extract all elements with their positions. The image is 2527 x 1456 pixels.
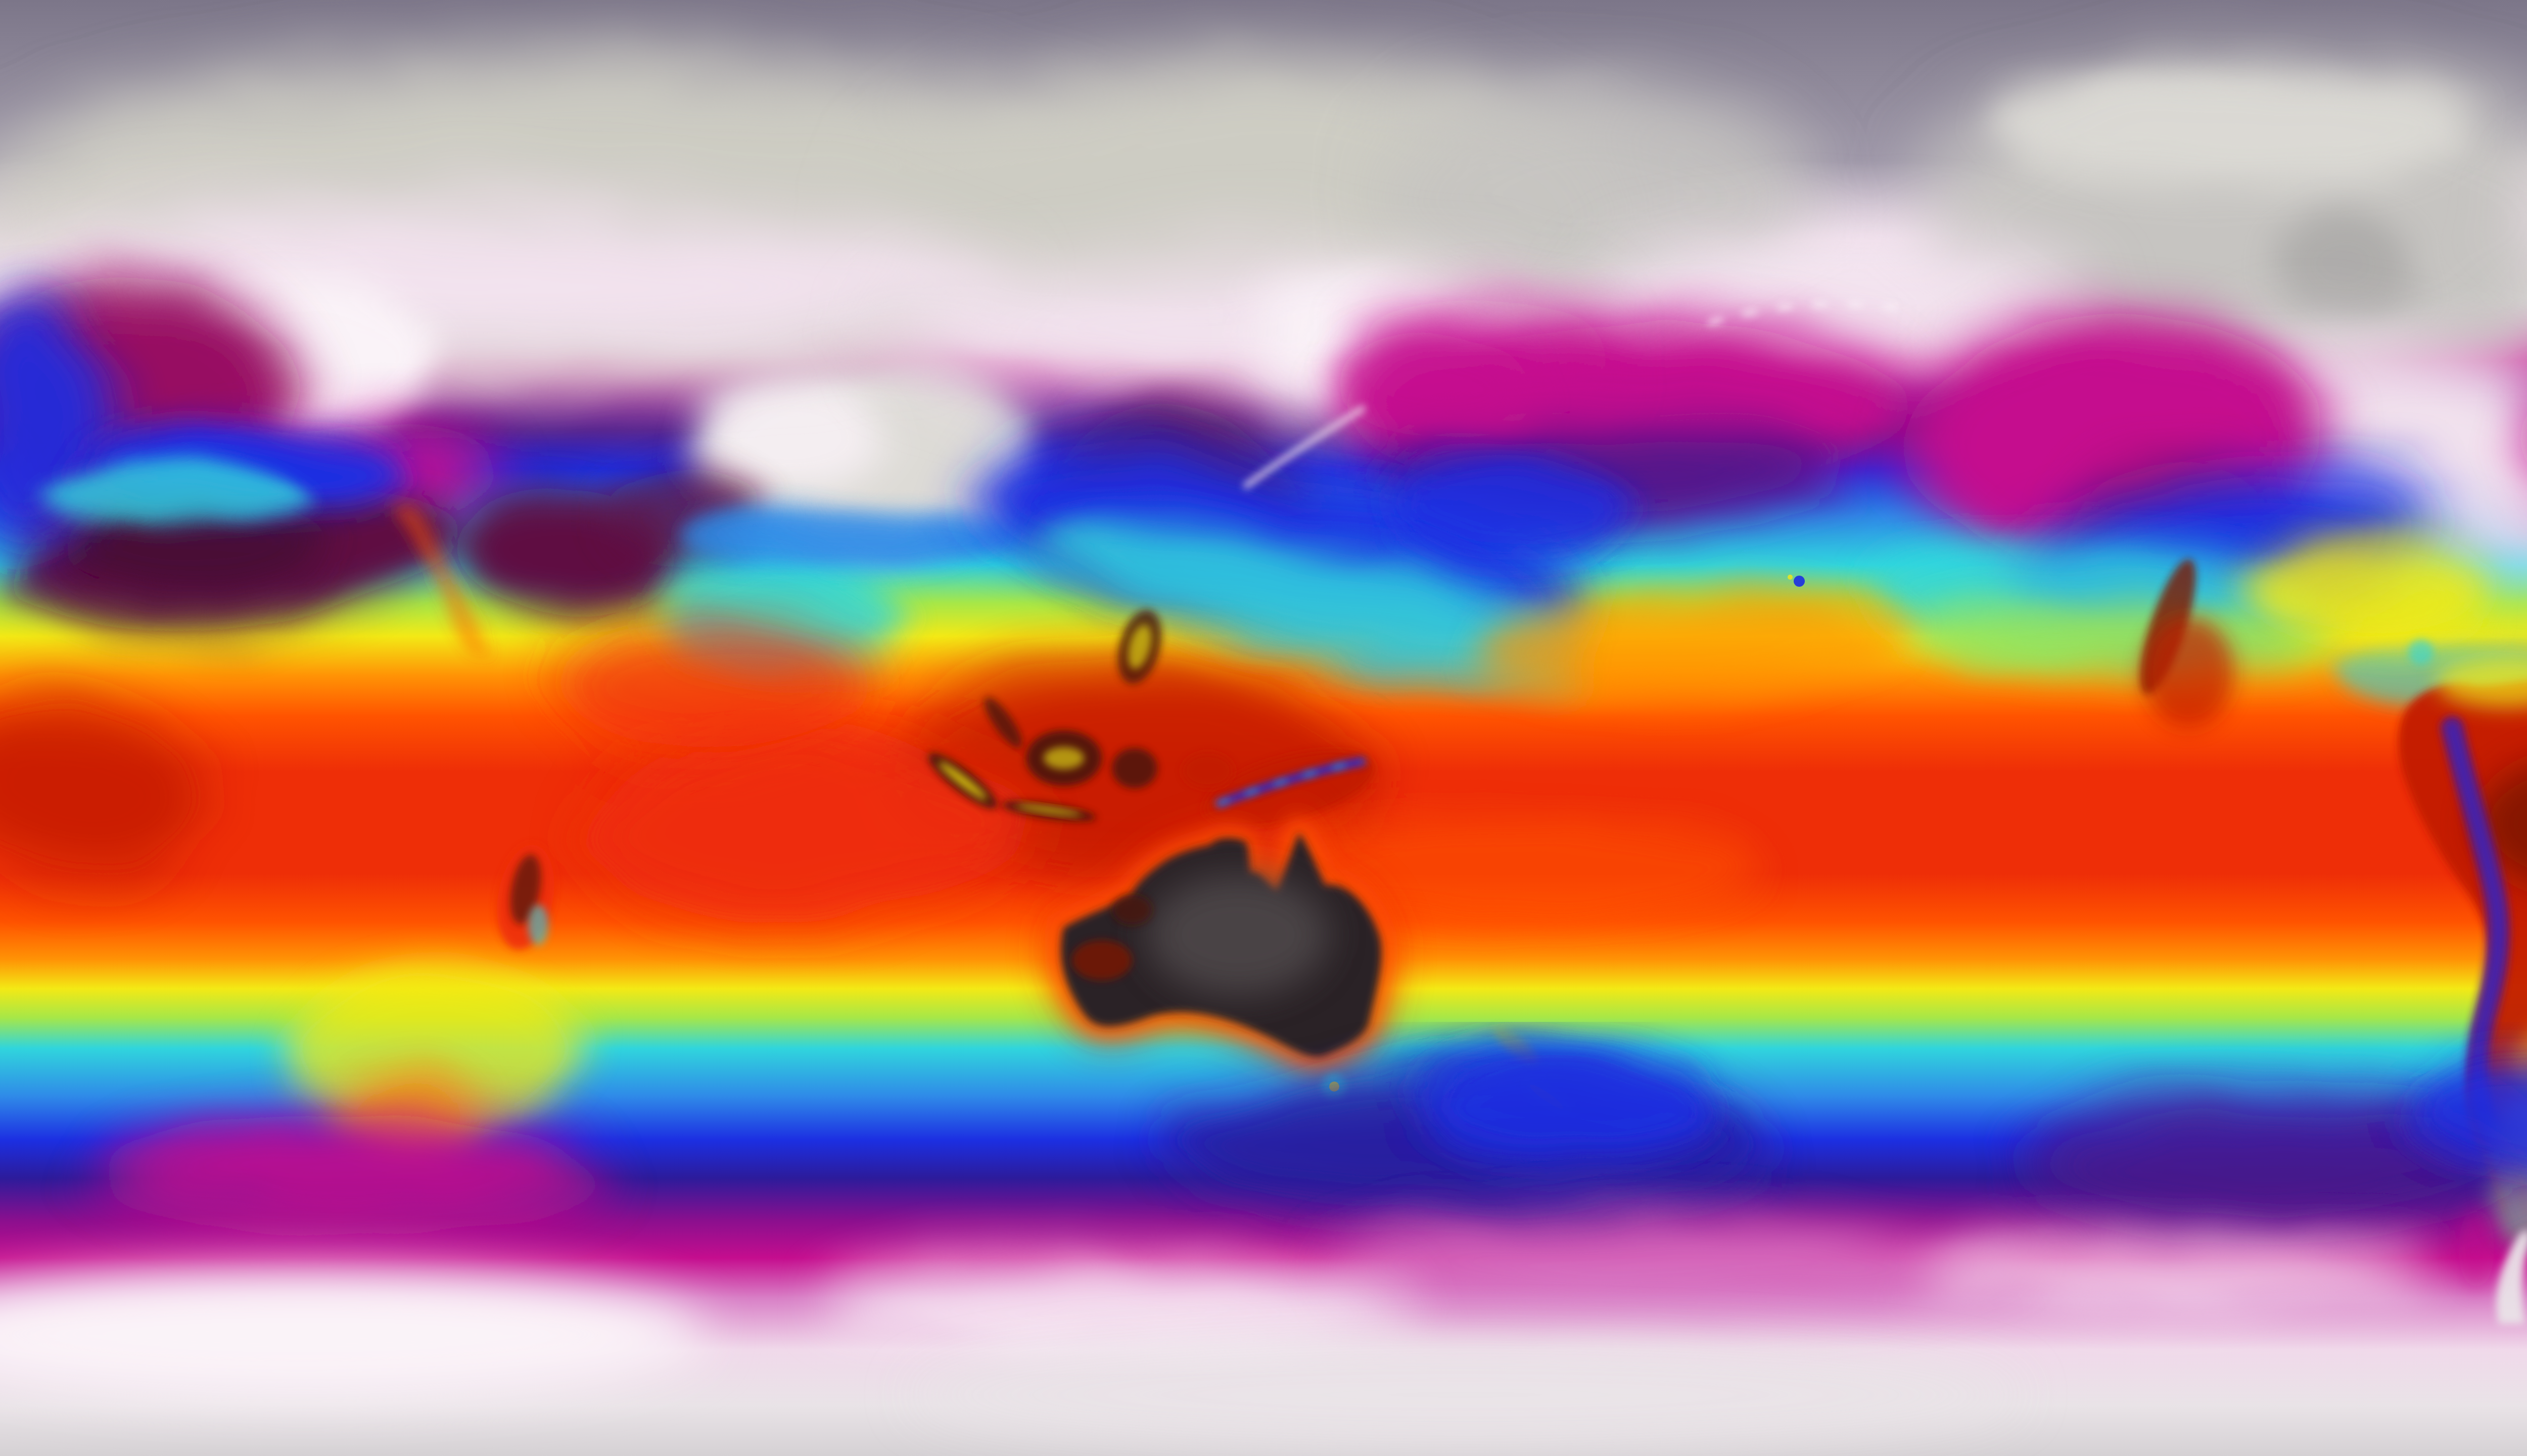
hawaii-islands [1794,576,1805,587]
south-magenta-band-west [101,1117,606,1238]
new-guinea-birds-head [1183,753,1233,788]
australia-west-ember [1071,940,1132,980]
peninsula-magenta-wake [2459,1208,2494,1289]
antarctic-ice-mid [910,1339,2022,1450]
himalaya-fringe [682,508,1016,563]
map-canvas [0,0,2527,1456]
south-white-swirl-west [809,1258,1415,1349]
gulf-of-mexico-yellow [2254,526,2497,637]
hudson-bay [2279,210,2421,326]
mexico-dry-patch [2143,617,2234,728]
global-climate-map [0,0,2527,1456]
sulawesi-island [1112,748,1157,788]
madagascar-cool-edge [528,905,548,945]
hawaii-glint [1788,575,1793,580]
arabian-sea-red [556,612,859,753]
kamchatka-magenta [1344,328,1536,440]
pacific-orange-swirl [1481,601,1905,692]
florida-cool-spot [2408,639,2434,665]
south-pink-swirl [1314,1218,2022,1309]
south-white-swirl-east [1921,1233,2426,1314]
south-blue-lobe-center [1415,1046,1718,1167]
australia-interior-gray [1147,874,1329,996]
mediterranean-cyan [45,467,308,533]
borneo-highlight [1044,747,1084,769]
indian-ocean-red [591,728,1026,920]
arctic-archipelago [1996,66,2471,187]
australia-north-ember [1112,895,1152,925]
west-pacific-blue-dip [1385,455,1627,566]
